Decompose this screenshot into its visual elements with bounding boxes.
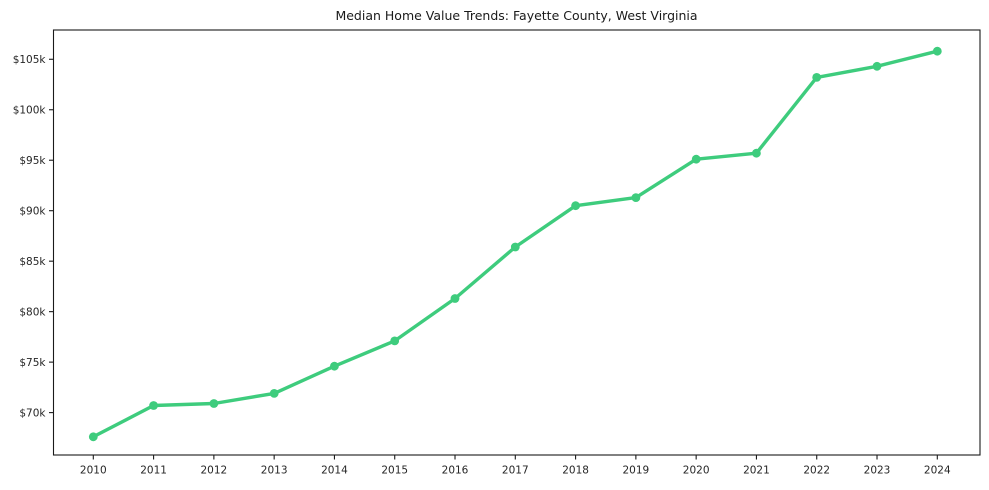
x-tick-label: 2012 (201, 465, 228, 477)
data-point-marker (330, 361, 339, 371)
x-tick-label: 2010 (80, 465, 107, 477)
y-tick-label: $70k (19, 407, 46, 419)
data-point-marker (932, 46, 942, 56)
x-tick-label: 2013 (261, 465, 288, 477)
data-point-marker (88, 432, 98, 442)
x-tick-label: 2024 (924, 465, 951, 477)
data-point-marker (209, 399, 219, 408)
x-tick-label: 2016 (442, 465, 469, 477)
y-tick-label: $105k (13, 54, 47, 66)
y-tick-label: $100k (13, 104, 47, 116)
x-tick-label: 2018 (562, 465, 589, 477)
data-point-marker (691, 154, 701, 164)
data-point-marker (812, 73, 822, 82)
plot-area: $70k $75k $80k $85k $90k $95k $100k $105k 2010 20… (13, 29, 981, 477)
y-tick-label: $90k (19, 205, 46, 217)
data-point-marker (149, 401, 159, 410)
data-point-marker (752, 148, 761, 158)
y-tick-label: $75k (19, 357, 46, 369)
chart-title: Median Home Value Trends: Fayette County… (335, 8, 697, 23)
data-point-marker (450, 294, 460, 303)
y-tick-label: $85k (19, 256, 46, 268)
data-point-marker (872, 61, 882, 71)
x-tick-label: 2020 (683, 465, 710, 477)
x-tick-label: 2019 (623, 465, 650, 477)
x-tick-label: 2023 (864, 465, 891, 477)
data-point-marker (390, 336, 400, 346)
data-point-marker (269, 389, 279, 398)
y-tick-label: $95k (19, 155, 46, 167)
x-tick-label: 2014 (321, 465, 348, 477)
x-tick-label: 2011 (140, 465, 167, 477)
x-tick-label: 2015 (381, 465, 408, 477)
data-point-marker (571, 201, 580, 211)
plot-frame (52, 29, 981, 456)
x-tick-label: 2022 (803, 465, 830, 477)
data-point-marker (631, 193, 641, 203)
data-point-marker (510, 242, 520, 252)
y-tick-label: $80k (19, 306, 46, 318)
x-tick-label: 2017 (502, 465, 529, 477)
x-tick-label: 2021 (743, 465, 770, 477)
